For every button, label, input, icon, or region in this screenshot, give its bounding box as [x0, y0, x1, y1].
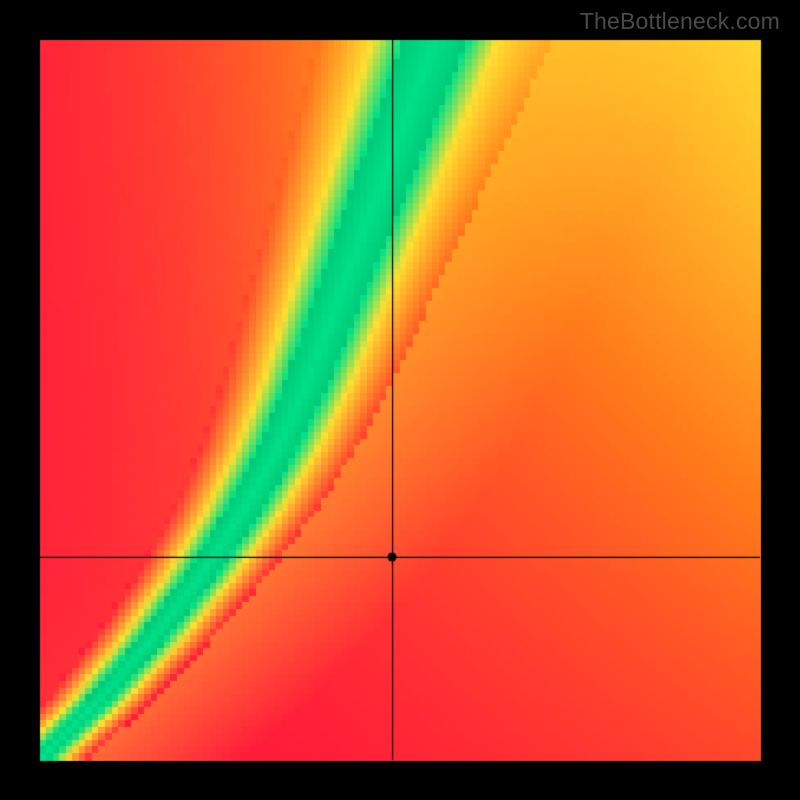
watermark-text: TheBottleneck.com — [580, 8, 780, 35]
heatmap-canvas — [0, 0, 800, 800]
chart-container: TheBottleneck.com — [0, 0, 800, 800]
